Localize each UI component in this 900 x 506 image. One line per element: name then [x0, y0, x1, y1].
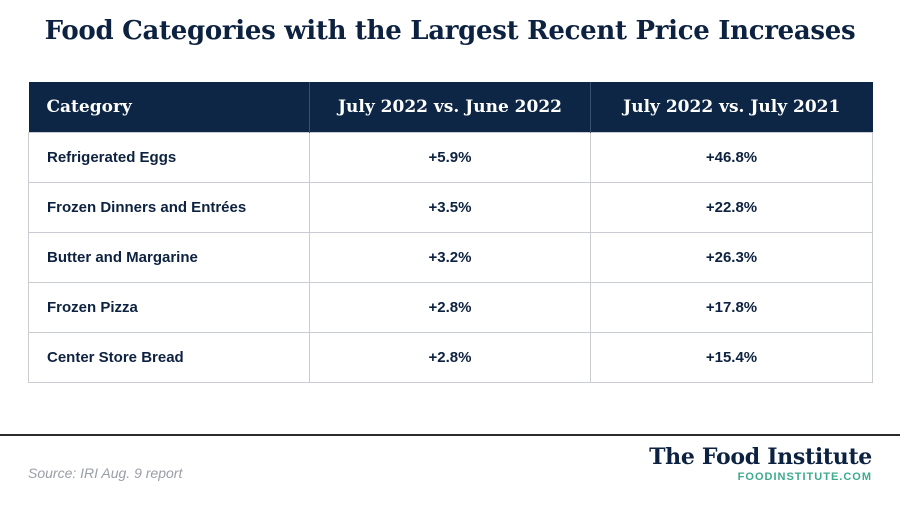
month-over-month-cell: +2.8% — [309, 332, 591, 383]
year-over-year-cell: +22.8% — [590, 182, 873, 233]
brand-name: The Food Institute — [649, 444, 872, 470]
brand-url: FOODINSTITUTE.COM — [737, 471, 872, 483]
table-row: Frozen Pizza +2.8% +17.8% — [28, 282, 873, 333]
year-over-year-cell: +26.3% — [590, 232, 873, 283]
category-cell: Refrigerated Eggs — [28, 132, 310, 183]
year-over-year-cell: +15.4% — [590, 332, 873, 383]
price-increase-table: Category July 2022 vs. June 2022 July 20… — [28, 82, 873, 383]
column-header-month-over-month: July 2022 vs. June 2022 — [309, 82, 591, 133]
table-row: Center Store Bread +2.8% +15.4% — [28, 332, 873, 383]
column-header-year-over-year: July 2022 vs. July 2021 — [590, 82, 873, 133]
table-row: Frozen Dinners and Entrées +3.5% +22.8% — [28, 182, 873, 233]
column-header-category: Category — [28, 82, 310, 133]
category-cell: Center Store Bread — [28, 332, 310, 383]
footer-divider — [0, 434, 900, 436]
month-over-month-cell: +5.9% — [309, 132, 591, 183]
table-row: Butter and Margarine +3.2% +26.3% — [28, 232, 873, 283]
category-cell: Butter and Margarine — [28, 232, 310, 283]
brand-logo: The Food Institute FOODINSTITUTE.COM — [649, 444, 872, 483]
category-cell: Frozen Dinners and Entrées — [28, 182, 310, 233]
source-note: Source: IRI Aug. 9 report — [28, 465, 183, 481]
month-over-month-cell: +2.8% — [309, 282, 591, 333]
year-over-year-cell: +46.8% — [590, 132, 873, 183]
month-over-month-cell: +3.5% — [309, 182, 591, 233]
year-over-year-cell: +17.8% — [590, 282, 873, 333]
table-header-row: Category July 2022 vs. June 2022 July 20… — [28, 82, 873, 133]
page-title: Food Categories with the Largest Recent … — [44, 16, 856, 46]
month-over-month-cell: +3.2% — [309, 232, 591, 283]
category-cell: Frozen Pizza — [28, 282, 310, 333]
table-row: Refrigerated Eggs +5.9% +46.8% — [28, 132, 873, 183]
